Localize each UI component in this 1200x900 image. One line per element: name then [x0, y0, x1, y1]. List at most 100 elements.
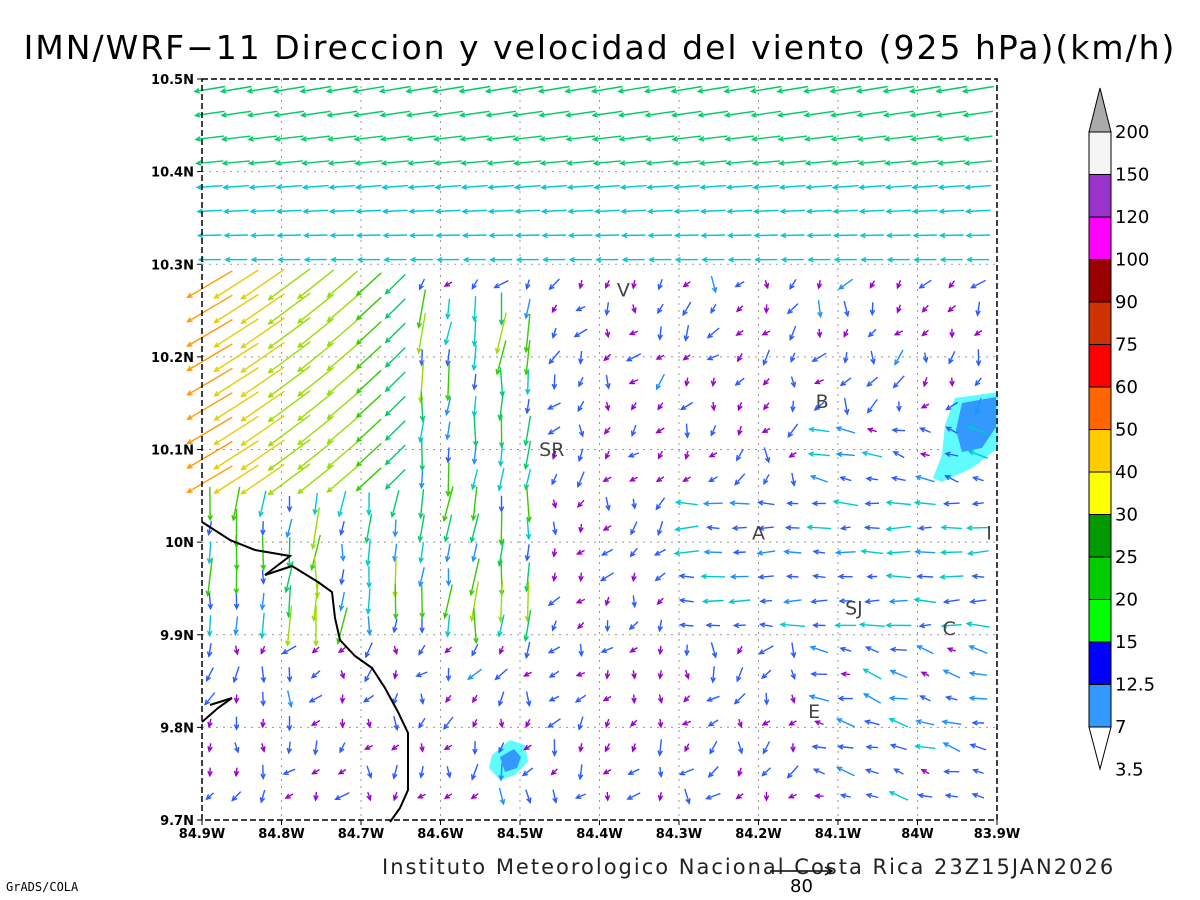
wind-vector-head — [811, 500, 818, 507]
wind-vector-head — [470, 483, 477, 491]
wind-vector-head — [407, 184, 415, 190]
wind-vector-head — [472, 696, 478, 704]
wind-vector-head — [867, 331, 874, 338]
wind-vector — [187, 416, 233, 445]
wind-vector — [967, 526, 990, 529]
colorbar-label: 120 — [1115, 207, 1149, 228]
wind-vector — [525, 691, 531, 706]
wind-vector-head — [599, 575, 607, 582]
wind-vector — [569, 234, 593, 237]
wind-vector — [658, 278, 663, 290]
wind-vector — [914, 598, 937, 604]
wind-vector — [579, 643, 583, 656]
wind-vector-head — [416, 793, 424, 799]
wind-vector-head — [578, 526, 584, 534]
wind-vector-head — [884, 160, 891, 166]
wind-vector — [944, 502, 960, 505]
wind-vector — [857, 110, 888, 117]
map-title: IMN/WRF−11 Direccion y velocidad del vie… — [23, 28, 1177, 67]
wind-vector — [330, 234, 355, 237]
wind-vector-head — [432, 136, 440, 142]
wind-vector-head — [839, 380, 847, 387]
wind-vector-head — [816, 331, 823, 339]
wind-vector — [419, 567, 425, 587]
wind-vector — [889, 718, 909, 728]
wind-vector-head — [248, 184, 256, 190]
wind-vector-head — [186, 317, 193, 323]
wind-vector — [791, 642, 795, 658]
colorbar-label: 100 — [1115, 250, 1149, 271]
wind-vector-head — [392, 794, 399, 802]
wind-vector — [499, 443, 504, 466]
wind-vector — [526, 369, 530, 394]
wind-vector-head — [962, 136, 970, 142]
wind-vector-head — [909, 136, 917, 142]
wind-vector — [887, 574, 911, 579]
wind-vector — [937, 135, 967, 141]
wind-vector — [222, 135, 251, 141]
wind-vector-head — [195, 184, 203, 190]
wind-vector — [357, 234, 381, 237]
wind-vector — [462, 184, 488, 189]
wind-vector — [524, 440, 532, 469]
wind-vector-head — [945, 426, 952, 432]
wind-vector-head — [498, 460, 504, 468]
wind-vector-head — [233, 770, 240, 778]
wind-vector — [817, 300, 822, 317]
wind-vector-head — [220, 136, 228, 142]
wind-vector — [525, 340, 531, 375]
wind-vector — [946, 401, 958, 411]
wind-vector — [600, 572, 615, 581]
wind-vector-head — [698, 160, 706, 166]
wind-vector — [964, 135, 993, 141]
wind-vector-head — [790, 673, 796, 681]
wind-vector — [865, 720, 880, 726]
wind-vector-head — [604, 795, 611, 802]
wind-vector — [680, 401, 694, 410]
wind-vector-head — [647, 232, 654, 239]
wind-vector-head — [577, 724, 584, 731]
wind-vector-head — [334, 794, 341, 800]
wind-vector-head — [921, 306, 928, 313]
wind-vector-head — [780, 256, 788, 263]
wind-vector-head — [843, 408, 850, 416]
wind-vector-head — [578, 358, 584, 365]
wind-vector — [499, 367, 504, 397]
wind-vector-head — [838, 598, 845, 604]
wind-vector-head — [339, 672, 346, 680]
wind-vector — [701, 575, 726, 578]
wind-vector-head — [626, 794, 633, 800]
wind-vector-head — [392, 626, 398, 634]
wind-vector-head — [433, 160, 441, 166]
wind-vector — [833, 209, 859, 213]
wind-vector-head — [708, 452, 716, 458]
wind-vector — [916, 475, 935, 483]
wind-vector — [303, 184, 329, 189]
wind-vector-head — [365, 608, 372, 616]
wind-vector-head — [523, 635, 529, 643]
wind-vector — [729, 599, 751, 603]
wind-vector-head — [193, 88, 200, 94]
wind-vector-head — [326, 136, 334, 142]
wind-vector — [394, 583, 397, 619]
wind-vector — [809, 453, 830, 457]
wind-vector-head — [409, 256, 417, 263]
wind-vector-head — [936, 136, 944, 142]
wind-vector-head — [384, 337, 391, 344]
wind-vector-head — [460, 184, 468, 190]
wind-vector — [385, 322, 406, 343]
wind-vector — [515, 184, 541, 189]
wind-vector — [421, 349, 423, 365]
wind-vector-head — [445, 457, 452, 464]
wind-vector-head — [485, 136, 493, 142]
wind-vector — [831, 135, 861, 141]
wind-vector-head — [915, 719, 922, 725]
wind-vector-head — [362, 697, 370, 703]
wind-vector — [283, 768, 296, 775]
wind-vector — [268, 438, 311, 471]
wind-vector — [759, 575, 774, 578]
wind-vector-head — [186, 414, 193, 421]
wind-vector-head — [919, 451, 927, 458]
wind-vector — [791, 472, 795, 486]
wind-vector — [473, 296, 477, 321]
